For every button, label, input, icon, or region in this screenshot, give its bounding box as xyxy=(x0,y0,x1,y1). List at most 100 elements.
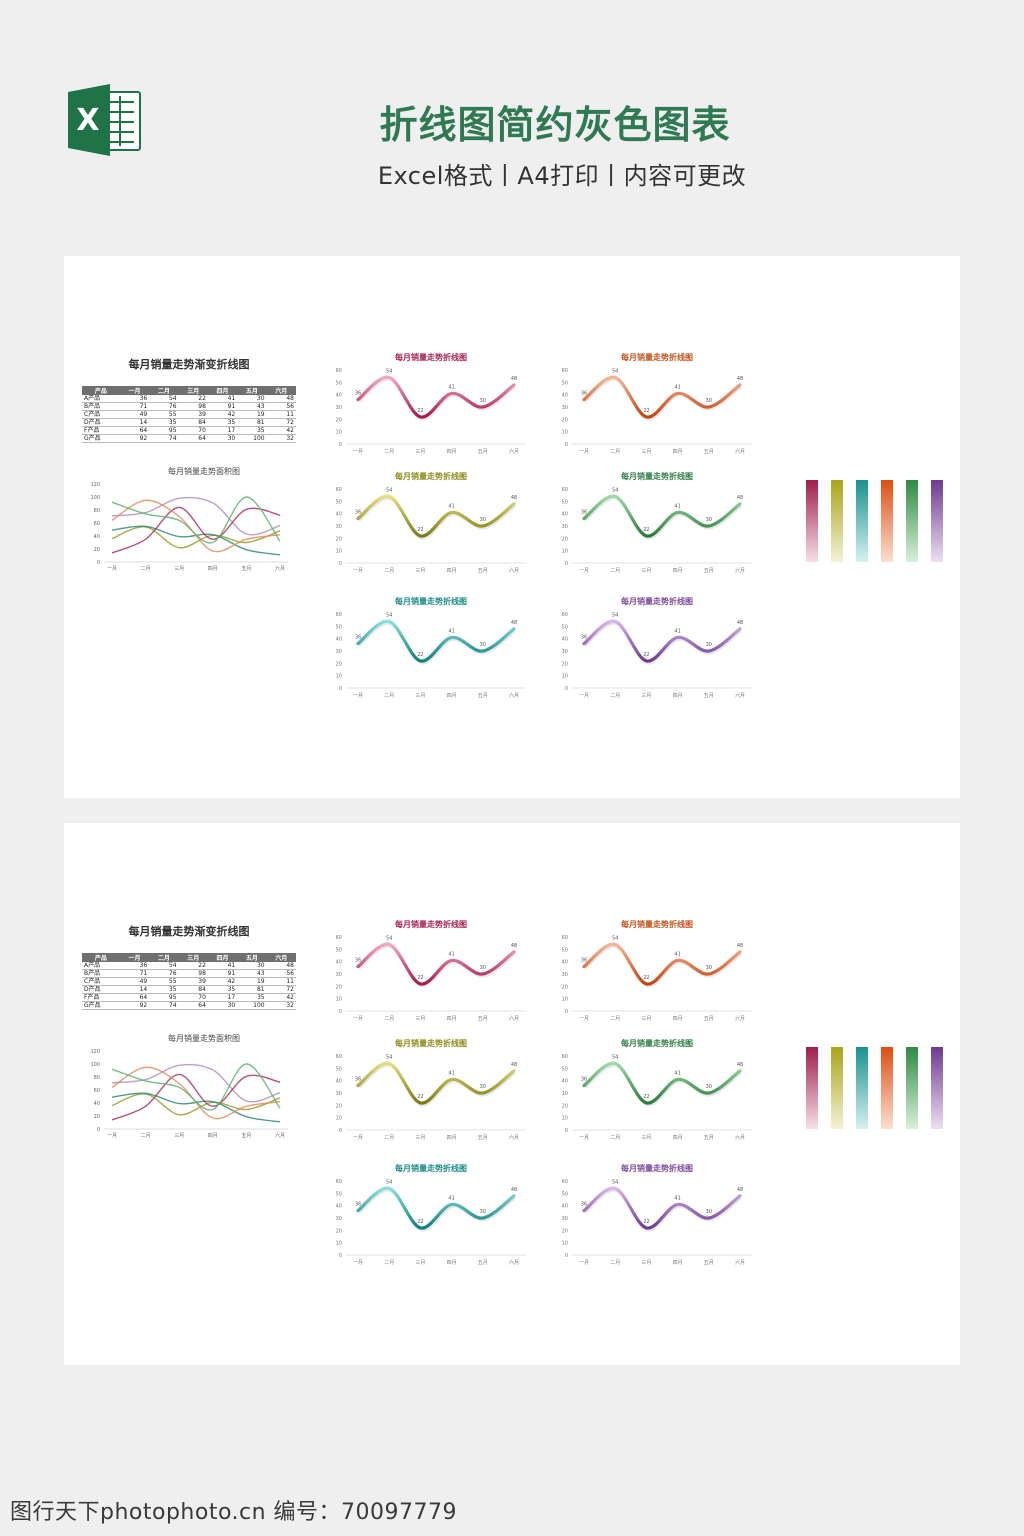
series-line xyxy=(582,375,742,419)
data-label: 48 xyxy=(737,376,743,382)
line-shadow xyxy=(584,621,742,665)
area-chart-title: 每月销量走势面积图 xyxy=(168,1034,240,1043)
data-label: 22 xyxy=(643,1094,649,1100)
table-cell: 84 xyxy=(178,985,208,994)
y-tick-label: 0 xyxy=(339,1009,342,1015)
mini-chart-title: 每月销量走势折线图 xyxy=(395,597,467,606)
line-shadow xyxy=(584,1063,742,1107)
table-cell: 41 xyxy=(207,962,238,970)
table-cell: 35 xyxy=(149,985,179,994)
table-cell: 56 xyxy=(266,402,296,411)
x-tick-label: 六月 xyxy=(509,567,519,574)
data-label: 48 xyxy=(511,620,517,626)
data-label: 30 xyxy=(480,398,486,404)
sheet-preview-2: 每月销量走势渐变折线图 产品 一月 二月 三月 四月 五月 六月 A产品 36 54 22 41 30 48… xyxy=(64,823,960,1365)
data-label: 48 xyxy=(511,495,517,501)
y-tick-label: 40 xyxy=(336,1204,342,1210)
area-series-line xyxy=(111,1093,281,1116)
color-swatch xyxy=(906,1047,918,1129)
y-tick-label: 60 xyxy=(562,1054,568,1060)
data-label: 48 xyxy=(511,943,517,949)
y-tick-label: 50 xyxy=(562,947,568,953)
table-row-label: G产品 xyxy=(82,434,120,443)
y-tick-label: 10 xyxy=(562,549,568,555)
mini-chart-title: 每月销量走势折线图 xyxy=(395,920,467,929)
y-tick-label: 50 xyxy=(562,1191,568,1197)
table-cell: 11 xyxy=(266,977,296,986)
color-swatch xyxy=(931,1047,943,1129)
x-tick-label: 三月 xyxy=(641,449,651,455)
table-cell: 48 xyxy=(266,962,296,970)
y-tick-label: 60 xyxy=(562,612,568,618)
table-row-label: D产品 xyxy=(82,985,120,994)
watermark: 图行天下photophoto.cn 编号：70097779 xyxy=(10,1500,458,1525)
table-cell: 54 xyxy=(149,395,179,403)
data-label: 54 xyxy=(386,1179,392,1185)
y-tick-label: 40 xyxy=(94,534,100,540)
data-label: 22 xyxy=(417,1219,423,1225)
table-cell: 22 xyxy=(178,395,208,403)
data-label: 41 xyxy=(674,628,680,634)
line-shadow xyxy=(358,1063,516,1107)
data-label: 22 xyxy=(417,408,423,414)
data-label: 48 xyxy=(737,943,743,949)
table-cell: 98 xyxy=(178,969,208,978)
table-cell: 43 xyxy=(237,402,267,411)
y-tick-label: 30 xyxy=(336,649,342,655)
x-tick-label: 一月 xyxy=(107,1133,117,1139)
color-swatches xyxy=(806,1047,946,1131)
data-label: 41 xyxy=(448,1195,454,1201)
y-tick-label: 40 xyxy=(562,393,568,399)
table-cell: 30 xyxy=(237,962,267,970)
data-label: 54 xyxy=(612,487,618,493)
table-cell: 30 xyxy=(207,434,238,443)
y-tick-label: 40 xyxy=(562,1079,568,1085)
y-tick-label: 30 xyxy=(336,405,342,411)
line-shadow xyxy=(358,377,516,421)
mini-chart-title: 每月销量走势折线图 xyxy=(621,472,693,481)
x-tick-label: 三月 xyxy=(641,1135,651,1141)
table-cell: 74 xyxy=(149,1001,179,1010)
y-tick-label: 40 xyxy=(336,960,342,966)
y-tick-label: 20 xyxy=(336,536,342,542)
table-title: 每月销量走势渐变折线图 xyxy=(128,358,250,371)
x-tick-label: 三月 xyxy=(641,1016,651,1022)
table-cell: 84 xyxy=(178,418,208,427)
x-tick-label: 四月 xyxy=(208,1133,218,1139)
data-label: 41 xyxy=(674,384,680,390)
y-tick-label: 100 xyxy=(90,495,100,501)
x-tick-label: 四月 xyxy=(447,693,457,699)
y-tick-label: 50 xyxy=(562,1066,568,1072)
table-cell: 71 xyxy=(119,969,150,978)
y-tick-label: 50 xyxy=(562,380,568,386)
page-subtitle: Excel格式丨A4打印丨内容可更改 xyxy=(377,162,747,190)
x-tick-label: 五月 xyxy=(704,449,714,455)
x-tick-label: 二月 xyxy=(384,568,394,574)
table-cell: 81 xyxy=(237,985,267,994)
data-label: 30 xyxy=(480,1209,486,1215)
data-label: 41 xyxy=(674,503,680,509)
table-header-cell: 三月 xyxy=(178,953,208,962)
table-cell: 100 xyxy=(237,434,267,443)
table-cell: 11 xyxy=(266,410,296,419)
table-row-label: A产品 xyxy=(82,962,120,970)
y-tick-label: 60 xyxy=(562,487,568,493)
data-label: 22 xyxy=(417,1094,423,1100)
x-tick-label: 一月 xyxy=(353,1016,363,1022)
y-tick-label: 40 xyxy=(336,637,342,643)
line-shadow xyxy=(358,496,516,540)
data-label: 41 xyxy=(448,503,454,509)
table-row: A产品 36 54 22 41 30 48 xyxy=(82,962,296,970)
y-tick-label: 0 xyxy=(339,561,342,567)
table-header-cell: 五月 xyxy=(237,953,267,962)
data-label: 36 xyxy=(355,510,361,516)
data-label: 54 xyxy=(386,1054,392,1060)
y-tick-label: 30 xyxy=(562,649,568,655)
data-label: 54 xyxy=(612,368,618,374)
area-chart: 0 20 40 60 80 100 120 一月 二月 三月 四月 五月 六月 xyxy=(90,1049,288,1139)
table-cell: 14 xyxy=(119,985,150,994)
data-label: 41 xyxy=(448,628,454,634)
table-row: B产品 71 76 98 91 43 56 xyxy=(82,969,296,978)
line-shadow xyxy=(358,1188,516,1232)
table-cell: 32 xyxy=(266,434,296,443)
